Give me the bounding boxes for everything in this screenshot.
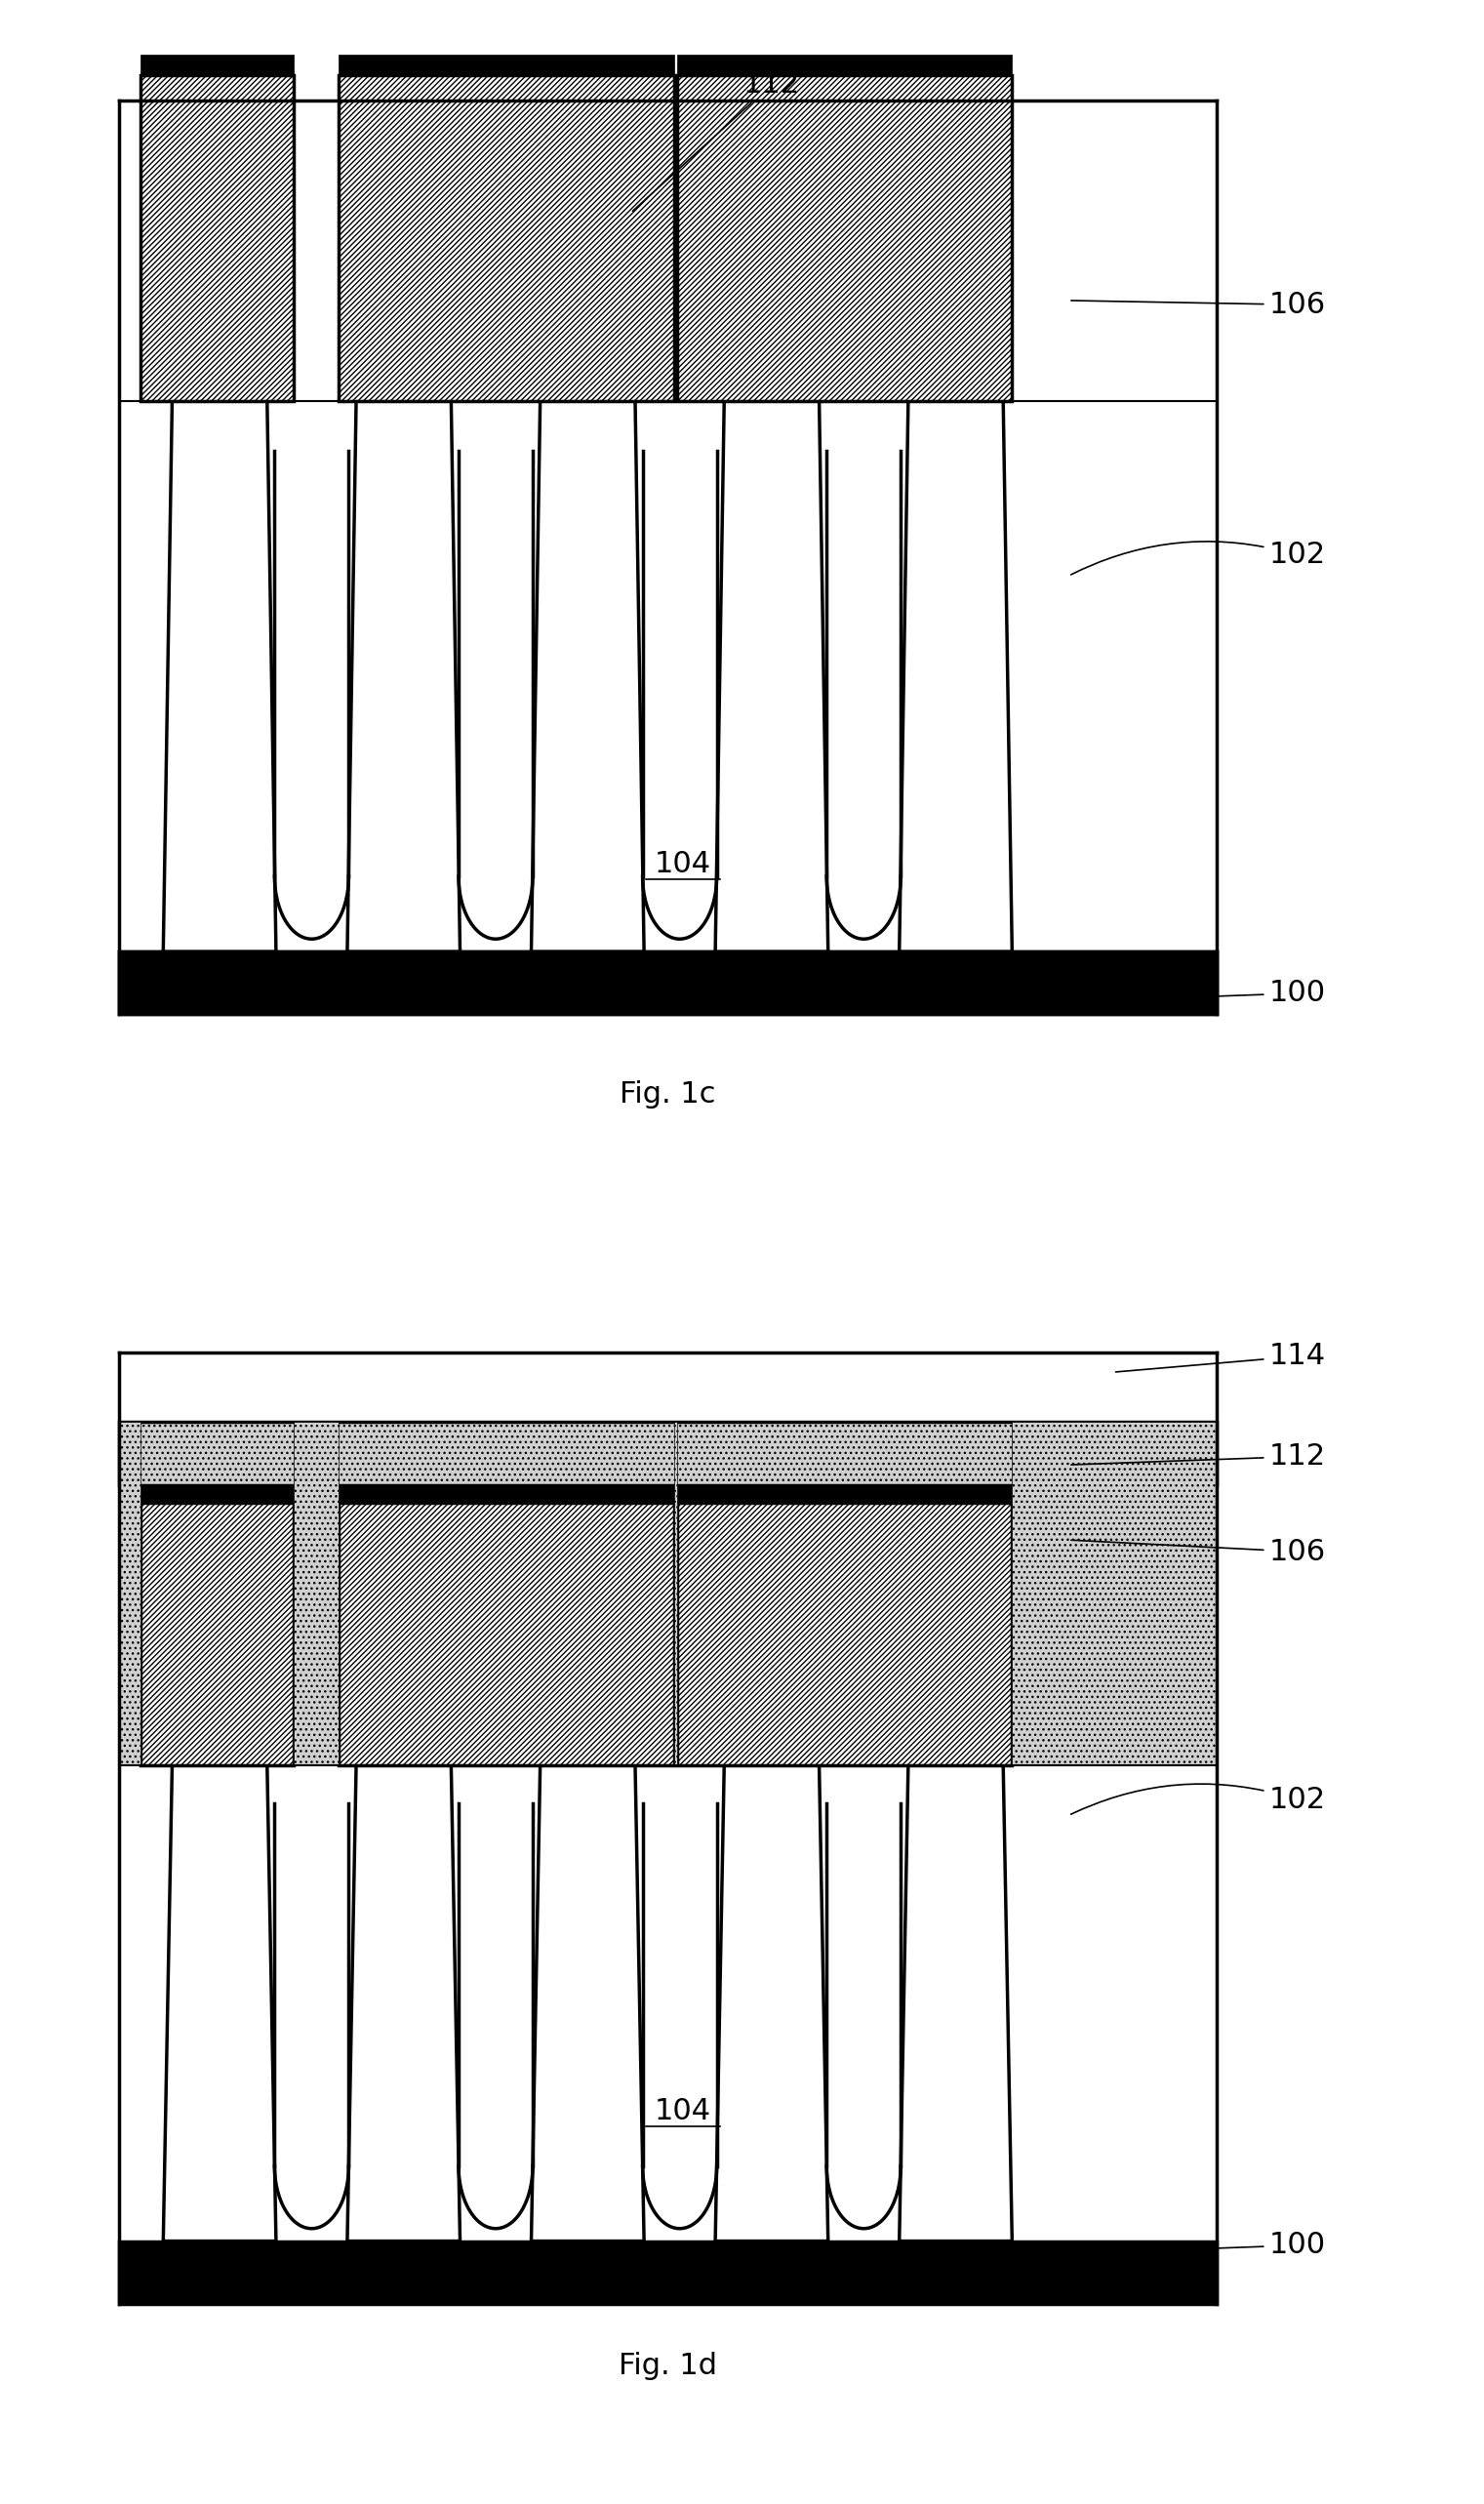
Polygon shape bbox=[119, 1422, 141, 1765]
Text: 104: 104 bbox=[654, 2096, 711, 2126]
Polygon shape bbox=[163, 1765, 276, 2241]
Polygon shape bbox=[347, 401, 460, 952]
Polygon shape bbox=[674, 1422, 677, 1765]
Text: 112: 112 bbox=[1071, 1442, 1325, 1470]
Polygon shape bbox=[338, 75, 674, 401]
Polygon shape bbox=[677, 55, 1012, 75]
Polygon shape bbox=[338, 1485, 674, 1502]
Text: 114: 114 bbox=[1116, 1342, 1325, 1372]
Polygon shape bbox=[338, 1502, 674, 1765]
Text: 102: 102 bbox=[1071, 1783, 1325, 1815]
Text: 102: 102 bbox=[1071, 541, 1325, 576]
Text: 100: 100 bbox=[1071, 2231, 1325, 2259]
Text: 112: 112 bbox=[632, 70, 800, 210]
Polygon shape bbox=[294, 1422, 338, 1765]
Text: Fig. 1c: Fig. 1c bbox=[620, 1079, 715, 1109]
Polygon shape bbox=[1012, 1422, 1217, 1765]
Polygon shape bbox=[715, 401, 828, 952]
Polygon shape bbox=[531, 401, 644, 952]
Polygon shape bbox=[119, 952, 1217, 1014]
Polygon shape bbox=[141, 75, 294, 401]
Text: 104: 104 bbox=[654, 849, 711, 879]
Polygon shape bbox=[531, 1765, 644, 2241]
Polygon shape bbox=[141, 1485, 294, 1502]
Polygon shape bbox=[347, 1765, 460, 2241]
Polygon shape bbox=[715, 1765, 828, 2241]
Text: 100: 100 bbox=[1071, 979, 1325, 1007]
Polygon shape bbox=[119, 1422, 1217, 1485]
Polygon shape bbox=[163, 401, 276, 952]
Polygon shape bbox=[119, 2241, 1217, 2304]
Polygon shape bbox=[677, 75, 1012, 401]
Polygon shape bbox=[677, 1485, 1012, 1502]
Polygon shape bbox=[141, 55, 294, 75]
Text: 106: 106 bbox=[1071, 1537, 1325, 1565]
Polygon shape bbox=[899, 401, 1012, 952]
Polygon shape bbox=[677, 1502, 1012, 1765]
Polygon shape bbox=[338, 55, 674, 75]
Text: Fig. 1d: Fig. 1d bbox=[619, 2351, 717, 2381]
Polygon shape bbox=[119, 952, 1217, 1014]
Polygon shape bbox=[899, 1765, 1012, 2241]
Polygon shape bbox=[141, 1502, 294, 1765]
Text: 106: 106 bbox=[1071, 290, 1325, 318]
